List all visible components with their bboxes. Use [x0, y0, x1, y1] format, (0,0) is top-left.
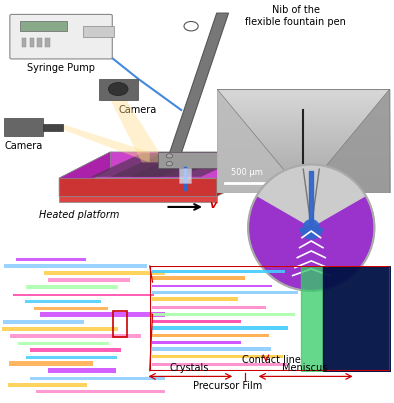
Bar: [3, 320, 84, 324]
Polygon shape: [59, 152, 268, 178]
Polygon shape: [110, 100, 165, 162]
Polygon shape: [130, 153, 252, 177]
Bar: [8, 382, 87, 386]
Polygon shape: [98, 79, 138, 100]
Bar: [22, 38, 26, 47]
Polygon shape: [59, 197, 217, 202]
Bar: [45, 271, 188, 275]
Wedge shape: [299, 228, 323, 240]
Bar: [83, 26, 114, 37]
Polygon shape: [303, 89, 390, 193]
Polygon shape: [91, 153, 213, 177]
Bar: [13, 294, 154, 296]
Polygon shape: [217, 89, 303, 193]
Bar: [152, 334, 269, 337]
Text: Contact line: Contact line: [242, 355, 301, 365]
Bar: [113, 311, 127, 337]
Circle shape: [166, 154, 173, 158]
Bar: [36, 390, 181, 393]
Bar: [2, 327, 117, 331]
Bar: [4, 264, 147, 268]
Polygon shape: [158, 152, 244, 168]
Bar: [16, 258, 86, 261]
Text: Camera: Camera: [4, 141, 43, 152]
Text: 500 μm: 500 μm: [231, 168, 263, 177]
Bar: [30, 348, 121, 352]
Bar: [152, 285, 272, 287]
Circle shape: [248, 164, 374, 291]
Text: Precursor Film: Precursor Film: [193, 381, 262, 391]
Text: v: v: [209, 200, 216, 210]
Bar: [152, 341, 241, 344]
Polygon shape: [165, 13, 229, 165]
Bar: [179, 168, 191, 183]
Bar: [152, 355, 283, 358]
Bar: [10, 334, 141, 338]
Bar: [30, 377, 168, 380]
Polygon shape: [4, 118, 43, 136]
Bar: [26, 285, 118, 289]
Bar: [152, 347, 271, 351]
Polygon shape: [217, 152, 268, 197]
Bar: [40, 312, 186, 317]
Bar: [9, 361, 93, 366]
Circle shape: [166, 162, 173, 166]
Bar: [48, 278, 130, 282]
Text: Syringe Pump: Syringe Pump: [27, 63, 95, 73]
Polygon shape: [63, 125, 150, 162]
Polygon shape: [59, 178, 217, 197]
Circle shape: [229, 162, 236, 166]
Bar: [43, 125, 63, 131]
Bar: [152, 270, 285, 273]
Bar: [152, 320, 240, 323]
Text: Heated platform: Heated platform: [39, 210, 120, 220]
Circle shape: [184, 21, 198, 31]
Text: Nib and the
Meniscus: Nib and the Meniscus: [318, 173, 375, 195]
Bar: [152, 276, 245, 280]
Bar: [48, 368, 116, 373]
Bar: [37, 38, 42, 47]
Bar: [152, 313, 295, 316]
Wedge shape: [256, 164, 366, 228]
Bar: [152, 326, 288, 330]
Circle shape: [229, 154, 236, 158]
Bar: [45, 38, 50, 47]
Bar: [20, 21, 67, 31]
Text: Camera: Camera: [119, 105, 157, 115]
Bar: [152, 306, 266, 309]
Polygon shape: [59, 152, 110, 197]
Circle shape: [108, 83, 128, 96]
Bar: [152, 291, 298, 294]
Polygon shape: [110, 153, 232, 177]
Text: Nib of the
flexible fountain pen: Nib of the flexible fountain pen: [245, 5, 346, 27]
Circle shape: [303, 219, 320, 236]
Bar: [152, 363, 287, 366]
Text: Meniscus: Meniscus: [282, 363, 327, 373]
Bar: [30, 38, 34, 47]
FancyBboxPatch shape: [10, 15, 112, 59]
Bar: [26, 356, 117, 359]
Bar: [152, 297, 238, 301]
Bar: [34, 307, 108, 310]
Bar: [18, 342, 109, 345]
Bar: [24, 299, 101, 303]
Text: Crystals: Crystals: [169, 363, 209, 373]
